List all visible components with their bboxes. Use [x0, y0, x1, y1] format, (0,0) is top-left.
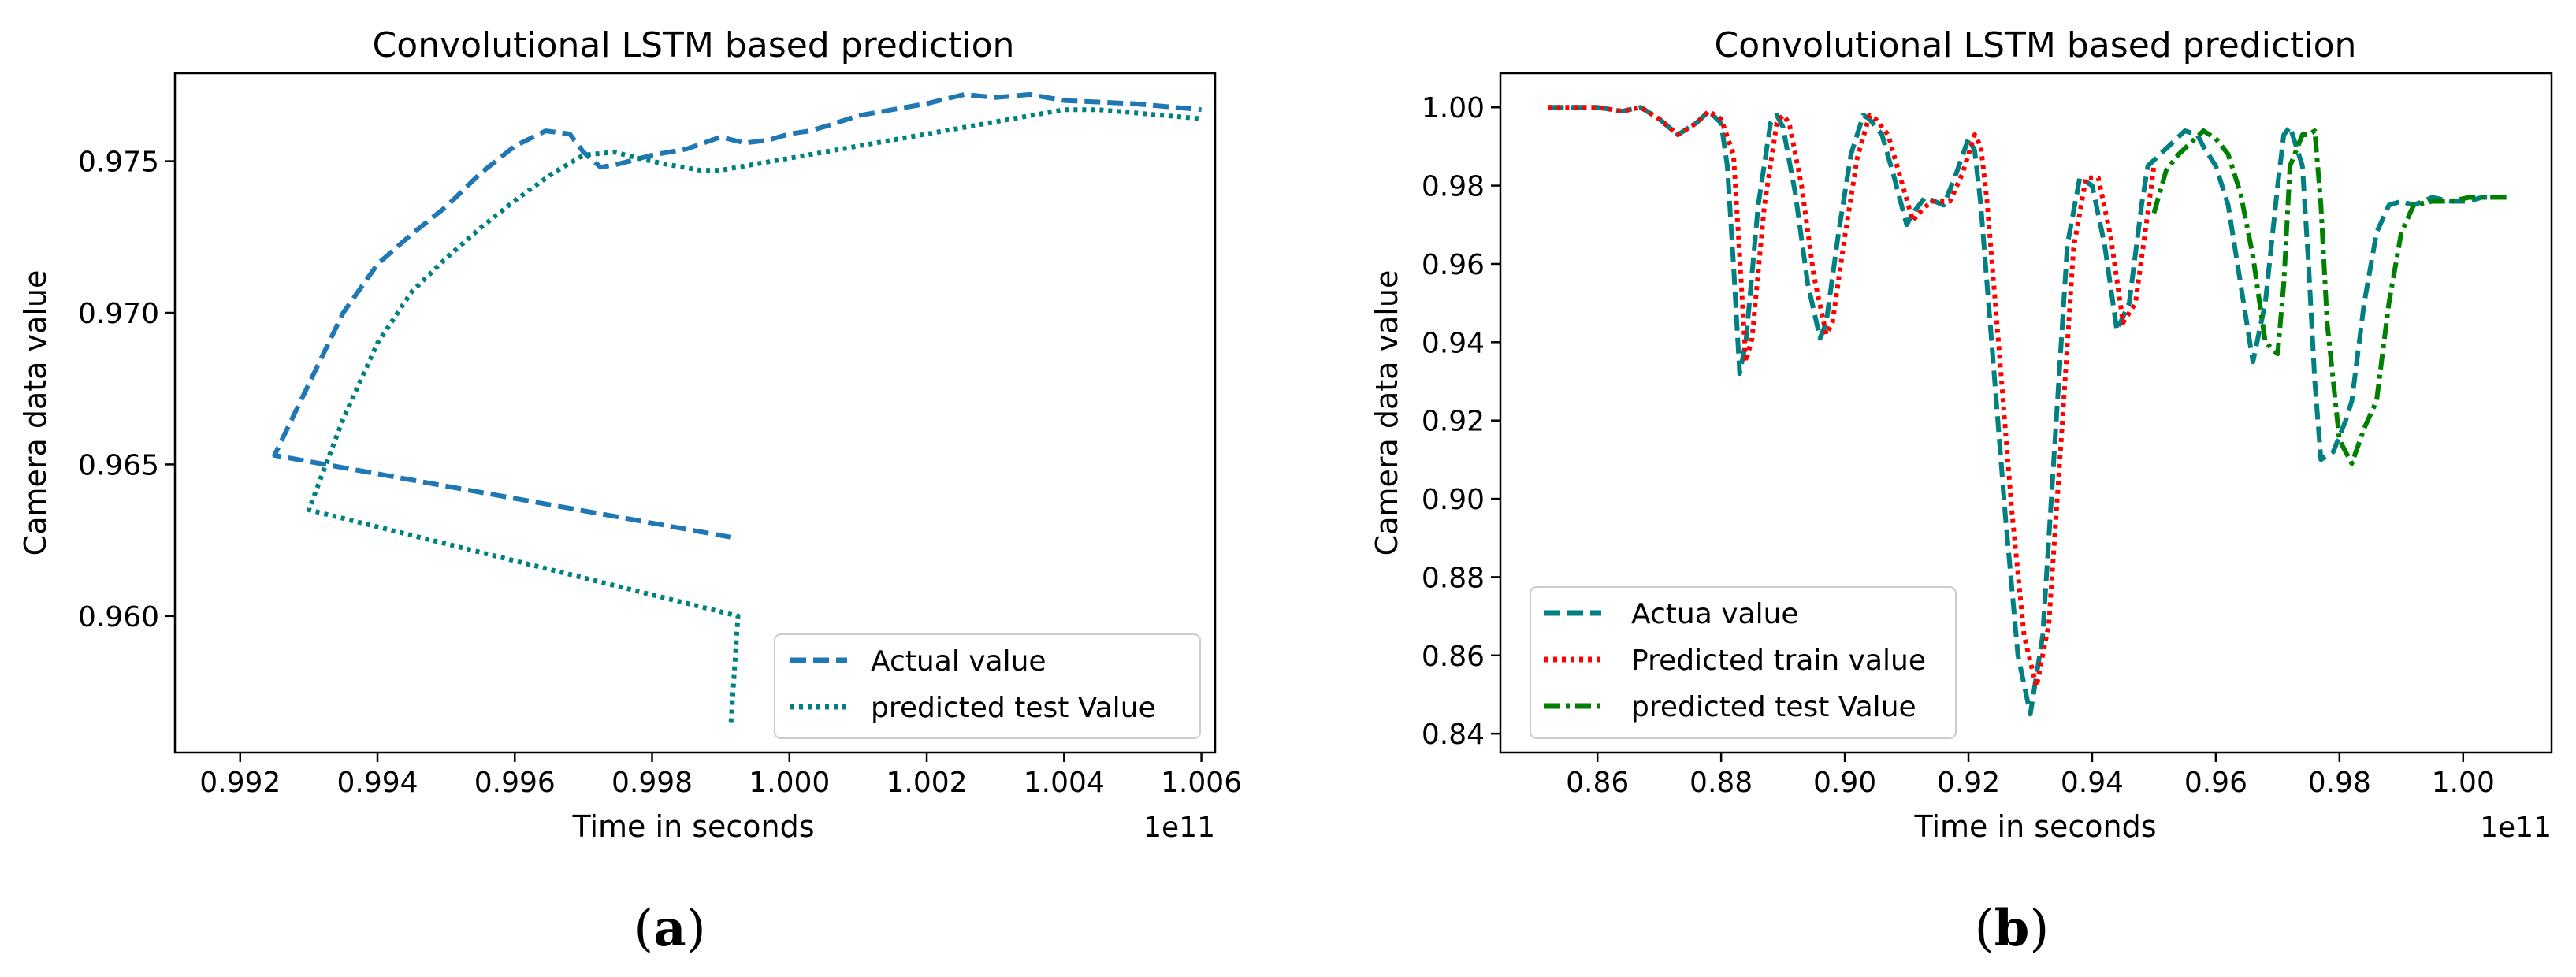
- chart-a-xtick-label: 1.004: [1024, 767, 1105, 799]
- chart-b-x-offset: 1e11: [2480, 812, 2552, 844]
- chart-a-series-line-0: [272, 91, 1202, 540]
- chart-b-ylabel: Camera data value: [1370, 270, 1404, 556]
- chart-b-legend-label-actual: Actua value: [1631, 598, 1799, 630]
- chart-a-legend-box: [774, 633, 1201, 739]
- chart-b-ticks: 0.86 0.88 0.90 0.92 0.94 0.96 0.98 1.00 0.84 0.86…: [1422, 92, 2495, 799]
- chart-b-xtick-label: 0.88: [1689, 767, 1753, 799]
- chart-a-series: [272, 91, 1202, 723]
- chart-a-xtick-label: 0.994: [336, 767, 418, 799]
- chart-a-xtick-label: 0.998: [611, 767, 693, 799]
- chart-a-ticks: 0.992 0.994 0.996 0.998 1.000 1.002 1.004 1.006…: [78, 147, 1242, 799]
- chart-b-ytick-label: 0.90: [1422, 484, 1485, 516]
- chart-b-xtick-label: 1.00: [2432, 767, 2495, 799]
- chart-b-ytick-label: 0.84: [1422, 719, 1485, 751]
- chart-a-title: Convolutional LSTM based prediction: [373, 25, 1015, 65]
- chart-b-legend-label-test: predicted test Value: [1631, 691, 1916, 723]
- caption-a: (a): [634, 899, 705, 958]
- caption-a-letter: a: [653, 899, 686, 958]
- chart-panel-a: Convolutional LSTM based prediction 0.99…: [18, 25, 1242, 958]
- chart-b-legend: Actua value Predicted train value predic…: [1530, 586, 1957, 739]
- chart-b-xlabel: Time in seconds: [1913, 809, 2156, 844]
- chart-b-xtick-label: 0.92: [1937, 767, 2000, 799]
- chart-a-xtick-label: 0.992: [199, 767, 281, 799]
- chart-a-ytick-label: 0.965: [78, 449, 159, 481]
- chart-a-ytick-label: 0.960: [78, 601, 159, 633]
- chart-a-x-offset: 1e11: [1143, 812, 1215, 844]
- chart-b-ytick-label: 0.92: [1422, 406, 1485, 438]
- chart-b-ytick-label: 0.98: [1422, 171, 1485, 203]
- chart-b-ytick-label: 0.94: [1422, 327, 1485, 359]
- chart-b-legend-box: [1530, 586, 1957, 739]
- chart-a-xlabel: Time in seconds: [571, 809, 814, 844]
- chart-a-legend-label-actual: Actual value: [871, 645, 1046, 678]
- chart-a-ytick-label: 0.975: [78, 147, 159, 179]
- chart-b-ytick-label: 0.96: [1422, 249, 1485, 281]
- chart-a-series-line-1: [306, 107, 1202, 723]
- chart-a-xtick-label: 0.996: [474, 767, 556, 799]
- chart-b-series-line-2: [2151, 128, 2507, 466]
- chart-b-xtick-label: 0.98: [2308, 767, 2371, 799]
- chart-b-title: Convolutional LSTM based prediction: [1715, 25, 2357, 65]
- chart-b-xtick-label: 0.94: [2061, 767, 2124, 799]
- chart-b-legend-label-train: Predicted train value: [1631, 645, 1926, 677]
- chart-a-ylabel: Camera data value: [18, 270, 53, 556]
- chart-b-ytick-label: 0.88: [1422, 562, 1485, 594]
- chart-b-xtick-label: 0.90: [1813, 767, 1876, 799]
- caption-b: (b): [1975, 899, 2050, 958]
- chart-b-ytick-label: 0.86: [1422, 641, 1485, 673]
- chart-b-axes-frame: [1499, 72, 2553, 754]
- chart-a-legend-label-predicted: predicted test Value: [871, 692, 1156, 724]
- chart-a-xtick-label: 1.002: [887, 767, 968, 799]
- chart-a-axes-frame: [173, 72, 1217, 754]
- caption-b-letter: b: [1994, 899, 2030, 958]
- chart-a-xtick-label: 1.000: [749, 767, 830, 799]
- chart-a-ytick-label: 0.970: [78, 298, 159, 330]
- chart-b-ytick-label: 1.00: [1422, 92, 1485, 124]
- chart-a-xtick-label: 1.006: [1161, 767, 1242, 799]
- chart-b-xtick-label: 0.86: [1566, 767, 1629, 799]
- chart-panel-b: Convolutional LSTM based prediction 0.86…: [1370, 25, 2553, 958]
- chart-b-xtick-label: 0.96: [2184, 767, 2247, 799]
- chart-a-legend: Actual value predicted test Value: [774, 633, 1201, 739]
